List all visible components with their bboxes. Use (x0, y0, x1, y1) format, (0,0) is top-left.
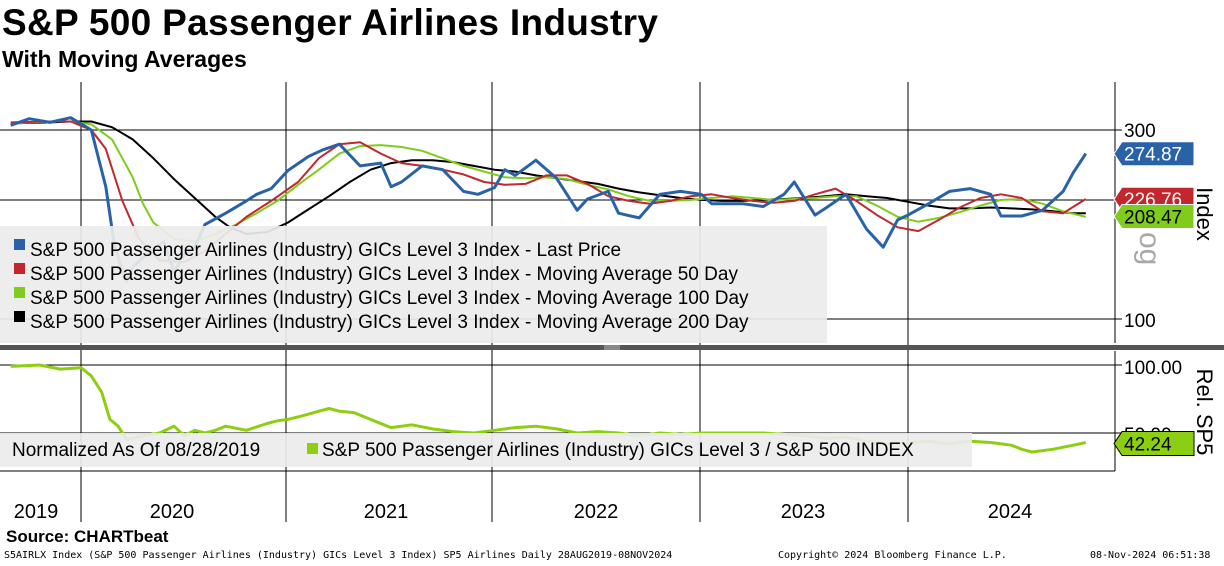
lower-legend-swatch (307, 443, 318, 454)
legend-label-4: S&P 500 Passenger Airlines (Industry) GI… (30, 312, 749, 333)
last-value-badge-3: 208.47 (1113, 203, 1195, 229)
legend-label-3: S&P 500 Passenger Airlines (Industry) GI… (30, 288, 749, 309)
legend-swatch-4 (14, 311, 25, 322)
lower-badge-shape (1113, 431, 1195, 457)
lower-last-value-badge: 42.24 (1113, 431, 1195, 457)
panel-separator-handle[interactable] (604, 345, 620, 350)
x-tick-label-2023: 2023 (781, 501, 826, 523)
chart-title: S&P 500 Passenger Airlines Industry (2, 2, 659, 43)
x-axis-labels: 2019 2020 2021 2022 2023 2024 (14, 501, 1033, 523)
lower-legend: Normalized As Of 08/28/2019 S&P 500 Pass… (0, 433, 972, 467)
upper-legend: S&P 500 Passenger Airlines (Industry) GI… (0, 226, 827, 343)
footer-timestamp: 08-Nov-2024 06:51:38 (1090, 550, 1211, 561)
ma100-line (10, 120, 1087, 243)
legend-label-2: S&P 500 Passenger Airlines (Industry) GI… (30, 264, 738, 285)
x-tick-label-2021: 2021 (364, 501, 409, 523)
footer-index-info: S5AIRLX Index (S&P 500 Passenger Airline… (4, 550, 673, 561)
upper-legend-background (0, 226, 827, 343)
x-tick-label-2020: 2020 (150, 501, 195, 523)
footer-copyright: Copyright© 2024 Bloomberg Finance L.P. (778, 550, 1007, 561)
x-tick-label-2024: 2024 (988, 501, 1033, 523)
legend-swatch-1 (14, 239, 25, 250)
chart-subtitle: With Moving Averages (2, 46, 247, 72)
last-value-text-1: 274.87 (1124, 145, 1182, 166)
x-tick-label-2019: 2019 (14, 501, 59, 523)
lower-ytick-label-100: 100.00 (1124, 358, 1182, 379)
source-note: Source: CHARTbeat (6, 527, 169, 546)
last-value-text-3: 208.47 (1124, 207, 1182, 228)
upper-axis-label: Index (1192, 187, 1217, 241)
lower-badge-text: 42.24 (1124, 435, 1172, 456)
lower-legend-prefix: Normalized As Of 08/28/2019 (12, 440, 260, 461)
legend-swatch-2 (14, 263, 25, 274)
lower-legend-background (0, 433, 972, 467)
x-tick-label-2022: 2022 (574, 501, 619, 523)
upper-ytick-label-100: 100 (1124, 311, 1156, 332)
legend-label-1: S&P 500 Passenger Airlines (Industry) GI… (30, 240, 621, 261)
last-value-badge-1: 274.87 (1113, 141, 1195, 167)
lower-axis-label: Rel. SP5 (1192, 369, 1217, 456)
watermark-text: og (1133, 232, 1166, 265)
upper-ytick-label-300: 300 (1124, 121, 1156, 142)
legend-swatch-3 (14, 287, 25, 298)
lower-legend-label: S&P 500 Passenger Airlines (Industry) GI… (322, 440, 914, 461)
